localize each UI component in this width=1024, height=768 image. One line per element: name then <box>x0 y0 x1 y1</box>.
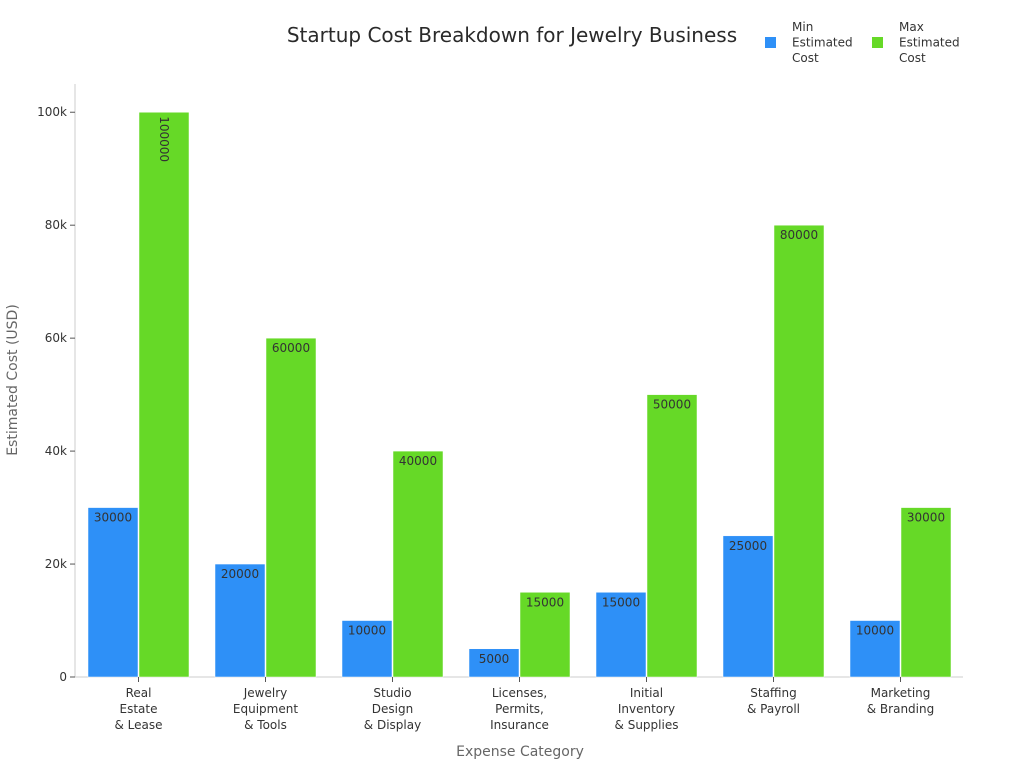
bar-min <box>87 507 139 678</box>
bar-min <box>468 648 520 678</box>
bar-value-label: 5000 <box>479 652 510 666</box>
x-tick-label: Licenses, Permits, Insurance <box>490 686 549 732</box>
bar-value-label: 50000 <box>653 398 691 412</box>
x-tick-label: Staffing & Payroll <box>747 686 800 716</box>
bar-max <box>265 337 317 678</box>
x-axis-ticks: Real Estate & Lease Jewelry Equipment & Tools… <box>114 677 934 732</box>
x-tick-label: Studio Design & Display <box>364 686 421 732</box>
bar-value-label: 20000 <box>221 567 259 581</box>
bar-value-label: 30000 <box>94 511 132 525</box>
x-axis-label: Expense Category <box>456 744 584 760</box>
bar-value-label: 60000 <box>272 341 310 355</box>
bar-value-label: 100000 <box>157 116 171 162</box>
y-tick-label: 40k <box>45 444 67 458</box>
bar-value-label: 10000 <box>856 624 894 638</box>
legend-swatch <box>872 37 883 48</box>
legend-label: Max Estimated Cost <box>899 20 960 65</box>
bar-value-label: 10000 <box>348 624 386 638</box>
bar-min <box>595 592 647 678</box>
legend-swatch <box>765 37 776 48</box>
bar-min <box>849 620 901 678</box>
bar-value-label: 25000 <box>729 539 767 553</box>
bar-max <box>519 592 571 678</box>
bar-min <box>214 563 266 678</box>
bar-max <box>138 111 190 678</box>
bars <box>87 111 952 678</box>
bar-value-label: 80000 <box>780 228 818 242</box>
x-tick-label: Marketing & Branding <box>867 686 934 716</box>
y-tick-label: 80k <box>45 218 67 232</box>
bar-value-label: 15000 <box>602 595 640 609</box>
chart-title: Startup Cost Breakdown for Jewelry Busin… <box>287 23 737 47</box>
y-tick-label: 60k <box>45 331 67 345</box>
bar-value-label: 15000 <box>526 595 564 609</box>
y-axis-ticks: 0 20k 40k 60k 80k 100k <box>37 105 75 684</box>
bar-value-label: 40000 <box>399 454 437 468</box>
bar-max <box>646 394 698 678</box>
bar-max <box>392 450 444 678</box>
bar-min <box>722 535 774 678</box>
bar-max <box>900 507 952 678</box>
legend-label: Min Estimated Cost <box>792 20 853 65</box>
bar-max <box>773 224 825 678</box>
bar-labels: 30000 20000 10000 5000 15000 25000 10000 100000… <box>94 116 945 666</box>
x-tick-label: Initial Inventory & Supplies <box>615 686 679 732</box>
y-tick-label: 100k <box>37 105 67 119</box>
y-tick-label: 0 <box>59 670 67 684</box>
x-tick-label: Jewelry Equipment & Tools <box>233 686 298 732</box>
bar-min <box>341 620 393 678</box>
bar-value-label: 30000 <box>907 511 945 525</box>
legend: Min Estimated Cost Max Estimated Cost <box>765 20 960 65</box>
y-axis-label: Estimated Cost (USD) <box>5 304 21 456</box>
y-tick-label: 20k <box>45 557 67 571</box>
x-tick-label: Real Estate & Lease <box>114 686 162 732</box>
